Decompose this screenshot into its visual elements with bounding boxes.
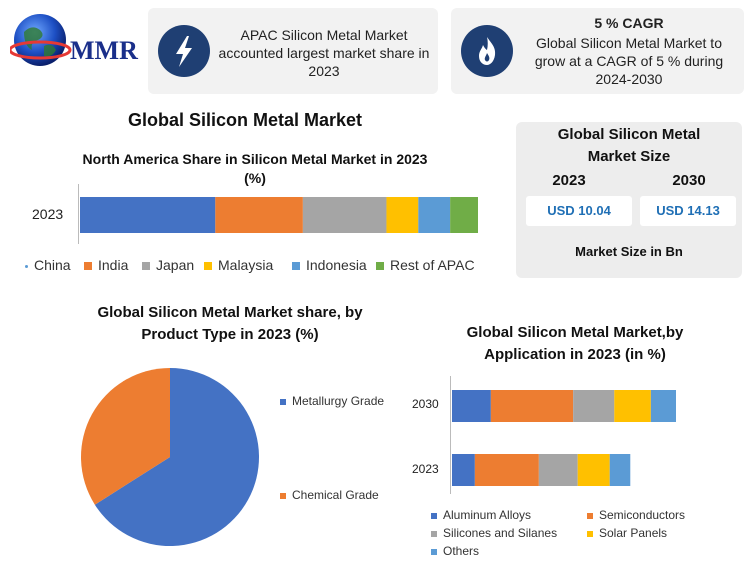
chart3-axis: [450, 376, 451, 494]
legend-swatch: [587, 512, 593, 519]
chart2-title: Global Silicon Metal Market share, by Pr…: [97, 304, 363, 343]
value-2023: USD 10.04: [526, 196, 632, 226]
chart2-slice: [81, 368, 170, 505]
legend-swatch: [431, 548, 437, 555]
chart3-bar-segment: [573, 390, 615, 422]
legend-swatch: [204, 262, 212, 271]
cagr-card: 5 % CAGR Global Silicon Metal Market to …: [451, 8, 744, 94]
chart1-bar-segment: [80, 197, 216, 233]
legend-swatch: [25, 264, 28, 268]
cagr-title: 5 % CAGR: [594, 15, 664, 31]
chart1-bar-segment: [302, 197, 387, 233]
chart3-category-2030: 2030: [412, 397, 439, 411]
chart1-legend-item: Malaysia: [204, 257, 273, 273]
legend-swatch: [84, 262, 92, 271]
legend-label: Chemical Grade: [292, 488, 379, 502]
legend-swatch: [587, 530, 593, 537]
year-2023-label: 2023: [552, 172, 586, 189]
chart1-bar-segment: [418, 197, 451, 233]
legend-label: Indonesia: [306, 257, 367, 273]
chart3-legend-item: Semiconductors: [587, 508, 685, 522]
chart1-title: North America Share in Silicon Metal Mar…: [82, 151, 428, 186]
chart1-legend: China India Japan Malaysia Indonesia Rest of …: [25, 257, 495, 277]
chart1-legend-item: Japan: [142, 257, 194, 273]
legend-label: Silicones and Silanes: [443, 526, 558, 540]
lightning-icon: [158, 25, 210, 77]
chart1-bar-segment: [215, 197, 303, 233]
legend-swatch: [280, 492, 286, 499]
chart2-legend-item: Metallurgy Grade: [280, 394, 384, 408]
chart2-slice: [94, 368, 259, 546]
chart2-pie: [81, 368, 259, 546]
chart3-bar-segment: [490, 390, 574, 422]
chart1-legend-item: India: [84, 257, 128, 273]
cagr-text: Global Silicon Metal Market to grow at a…: [534, 35, 724, 87]
market-size-footer: Market Size in Bn: [575, 244, 683, 259]
chart1-axis: [78, 184, 79, 244]
chart3-bar-segment: [474, 454, 539, 486]
legend-label: Rest of APAC: [390, 257, 475, 273]
main-title: Global Silicon Metal Market: [127, 110, 363, 130]
legend-swatch: [280, 398, 286, 405]
logo-text: MMR: [70, 36, 138, 65]
chart1-bar-segment: [450, 197, 478, 233]
logo: MMR: [8, 10, 143, 72]
legend-label: Metallurgy Grade: [292, 394, 385, 408]
legend-label: Malaysia: [218, 257, 274, 273]
value-2030: USD 14.13: [640, 196, 736, 226]
legend-label: Others: [443, 544, 480, 558]
chart3-bar-segment: [609, 454, 631, 486]
chart3-bar-segment: [452, 454, 475, 486]
legend-label: India: [98, 257, 129, 273]
chart3-legend-item: Solar Panels: [587, 526, 667, 540]
legend-swatch: [431, 512, 437, 519]
legend-label: China: [34, 257, 71, 273]
chart3-legend-item: Others: [431, 544, 479, 558]
legend-label: Semiconductors: [599, 508, 686, 522]
legend-swatch: [292, 262, 300, 271]
legend-swatch: [142, 262, 150, 271]
legend-swatch: [431, 530, 437, 537]
chart2-legend: Metallurgy Grade Chemical Grade: [280, 392, 410, 512]
year-2030-label: 2030: [672, 172, 706, 189]
legend-label: Aluminum Alloys: [443, 508, 532, 522]
chart3-bar-segment: [452, 390, 491, 422]
chart3-title: Global Silicon Metal Market,by Applicati…: [466, 324, 684, 363]
apac-share-text: APAC Silicon Metal Market accounted larg…: [218, 27, 430, 79]
chart2-legend-item: Chemical Grade: [280, 488, 379, 502]
chart1-legend-item: Rest of APAC: [376, 257, 475, 273]
legend-label: Solar Panels: [599, 526, 668, 540]
chart3-bar-segment: [650, 390, 676, 422]
chart3-bar-segment: [577, 454, 610, 486]
chart1-bars: [80, 197, 478, 233]
chart3-legend-item: Aluminum Alloys: [431, 508, 531, 522]
market-size-title: Global Silicon Metal Market Size: [557, 126, 701, 165]
chart1-legend-item: China: [25, 257, 71, 273]
legend-label: Japan: [156, 257, 195, 273]
chart1-category-label: 2023: [32, 206, 64, 222]
chart3-bar-segment: [538, 454, 578, 486]
chart1-bar-segment: [386, 197, 419, 233]
legend-swatch: [376, 262, 384, 271]
chart1-legend-item: Indonesia: [292, 257, 367, 273]
chart3-category-2023: 2023: [412, 462, 439, 476]
chart3-legend-item: Silicones and Silanes: [431, 526, 557, 540]
globe-icon: [10, 14, 72, 66]
flame-icon: [461, 25, 513, 77]
chart3-bar-segment: [614, 390, 651, 422]
apac-share-card: APAC Silicon Metal Market accounted larg…: [148, 8, 438, 94]
market-size-panel: Global Silicon Metal Market Size 2023 20…: [516, 122, 742, 278]
chart3-legend: Aluminum Alloys Semiconductors Silicones a…: [425, 508, 735, 568]
chart3-bars: [452, 390, 676, 486]
